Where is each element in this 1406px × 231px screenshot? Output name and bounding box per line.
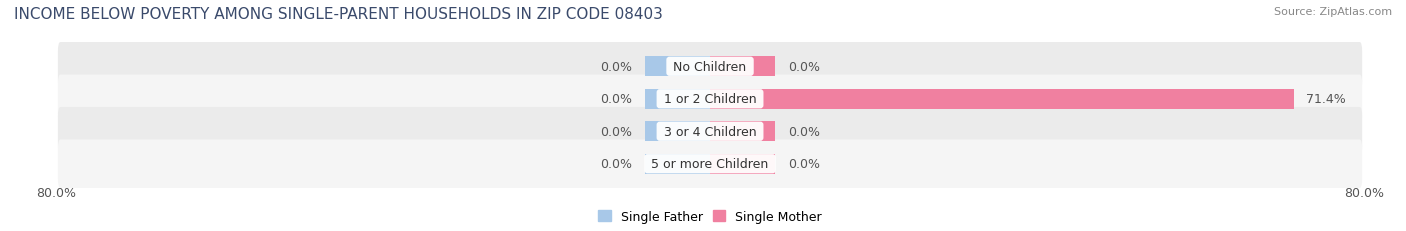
Text: 71.4%: 71.4% (1306, 93, 1346, 106)
Bar (710, 122, 776, 142)
FancyBboxPatch shape (58, 108, 1362, 156)
Bar (710, 154, 776, 174)
Bar (644, 57, 710, 77)
Text: 5 or more Children: 5 or more Children (647, 158, 773, 170)
Bar (644, 89, 710, 109)
Text: 0.0%: 0.0% (600, 158, 633, 170)
Text: Source: ZipAtlas.com: Source: ZipAtlas.com (1274, 7, 1392, 17)
Text: 0.0%: 0.0% (600, 125, 633, 138)
Bar (710, 89, 1294, 109)
Text: INCOME BELOW POVERTY AMONG SINGLE-PARENT HOUSEHOLDS IN ZIP CODE 08403: INCOME BELOW POVERTY AMONG SINGLE-PARENT… (14, 7, 664, 22)
Text: 3 or 4 Children: 3 or 4 Children (659, 125, 761, 138)
Text: No Children: No Children (669, 61, 751, 73)
FancyBboxPatch shape (58, 43, 1362, 91)
FancyBboxPatch shape (58, 140, 1362, 188)
FancyBboxPatch shape (58, 75, 1362, 123)
Bar (644, 154, 710, 174)
Text: 0.0%: 0.0% (787, 125, 820, 138)
Text: 0.0%: 0.0% (787, 61, 820, 73)
Text: 0.0%: 0.0% (600, 61, 633, 73)
Text: 0.0%: 0.0% (787, 158, 820, 170)
Legend: Single Father, Single Mother: Single Father, Single Mother (598, 210, 823, 223)
Text: 0.0%: 0.0% (600, 93, 633, 106)
Bar (644, 122, 710, 142)
Text: 1 or 2 Children: 1 or 2 Children (659, 93, 761, 106)
Bar (710, 57, 776, 77)
